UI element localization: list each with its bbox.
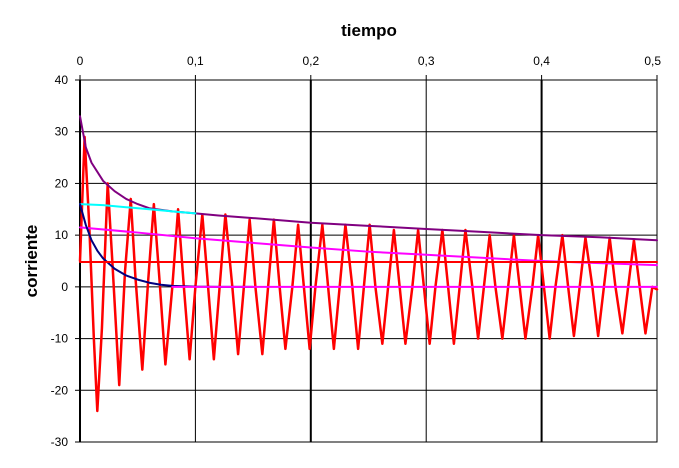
x-tick-label-0: 0 (77, 54, 84, 68)
x-tick-label-1: 0,1 (187, 54, 204, 68)
x-tick-labels: 0 0,1 0,2 0,3 0,4 0,5 (77, 54, 661, 80)
x-tick-label-3: 0,3 (418, 54, 435, 68)
x-tick-label-5: 0,5 (644, 54, 661, 68)
y-tick-label-6: 30 (55, 125, 69, 139)
y-tick-label-1: -20 (51, 383, 69, 397)
series-lines (78, 115, 659, 413)
series-line-2 (79, 203, 197, 215)
y-tick-label-2: -10 (51, 332, 69, 346)
y-tick-label-3: 0 (61, 280, 68, 294)
y-tick-label-5: 20 (55, 176, 69, 190)
plot-area (79, 79, 658, 443)
y-tick-label-7: 40 (55, 73, 69, 87)
y-axis-title: corriente (22, 225, 41, 298)
y-tick-label-4: 10 (55, 228, 69, 242)
x-tick-label-2: 0,2 (302, 54, 319, 68)
y-tick-labels: -30 -20 -10 0 10 20 30 40 (51, 73, 80, 449)
x-tick-label-4: 0,4 (533, 54, 550, 68)
y-tick-label-0: -30 (51, 435, 69, 449)
x-axis-title: tiempo (341, 21, 397, 40)
